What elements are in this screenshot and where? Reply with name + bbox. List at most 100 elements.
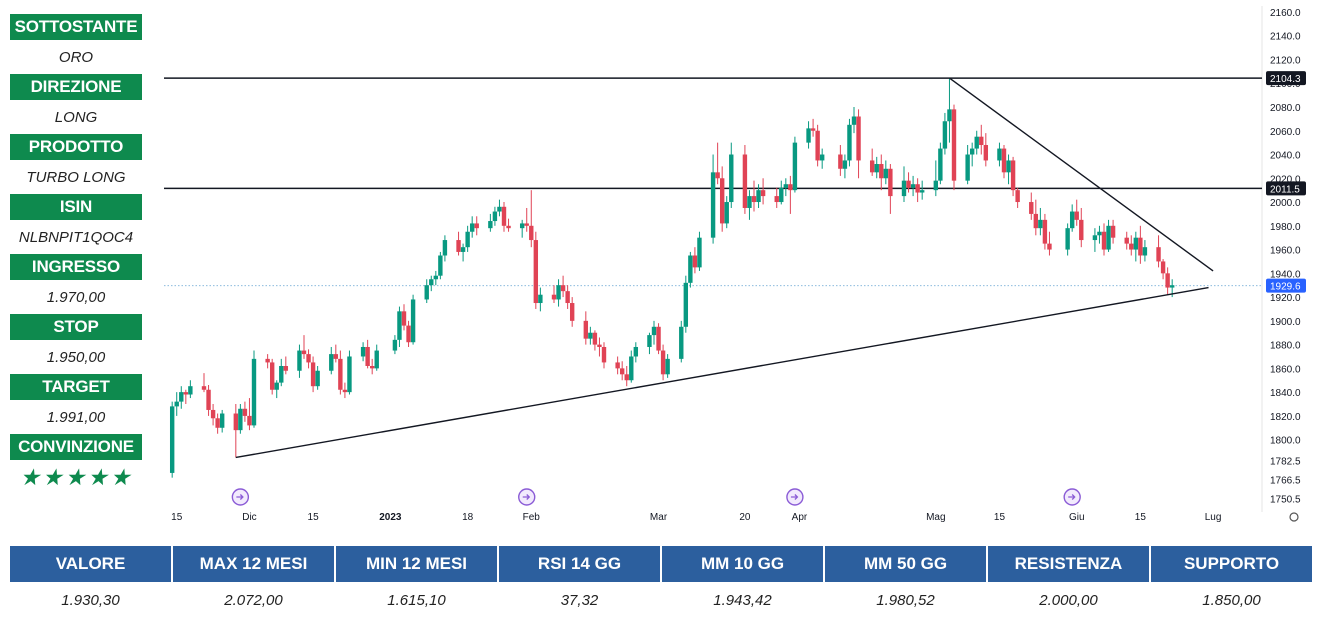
candle-body (838, 154, 843, 169)
candle-body (265, 358, 270, 363)
stats-header-valore: VALORE (10, 546, 171, 582)
price-tag-3 (1266, 278, 1306, 293)
y-tick-label: 1860.0 (1270, 364, 1301, 375)
candle-body (851, 116, 857, 125)
candle-body (760, 190, 766, 197)
candle-body (369, 365, 375, 369)
candle-body (874, 164, 879, 173)
candle-body (238, 408, 243, 431)
trendline-resistance (949, 77, 1214, 272)
candle-body (819, 154, 825, 161)
candle-body (406, 325, 411, 343)
candle-body (815, 130, 820, 161)
event-marker-arrow-icon (790, 494, 799, 500)
stats-header-mm-50-gg: MM 50 GG (825, 546, 986, 582)
event-marker-arrow-icon (522, 494, 531, 500)
candle-body (1065, 228, 1070, 250)
candle-body (1010, 160, 1016, 191)
candle-body (1156, 247, 1161, 262)
settings-icon[interactable] (1289, 512, 1299, 522)
sidebar-label-sottostante: SOTTOSTANTE (10, 14, 142, 40)
y-tick-label: 1750.5 (1270, 494, 1301, 505)
conviction-stars: ★★★★★ (19, 463, 133, 490)
y-tick-label: 2080.0 (1270, 103, 1301, 114)
stats-value-max-12-mesi: 2.072,00 (224, 591, 283, 609)
y-tick-label: 2120.0 (1270, 55, 1301, 66)
x-tick-label: Dic (242, 512, 256, 523)
candle-body (615, 362, 620, 369)
candle-body (588, 332, 593, 339)
stats-value-mm-10-gg: 1.943,42 (713, 591, 772, 609)
candle-body (751, 196, 757, 203)
x-tick-label: 2023 (379, 512, 402, 523)
candle-body (219, 413, 225, 428)
candle-body (779, 187, 784, 203)
candle-body (551, 294, 557, 300)
x-tick-label: Giu (1069, 512, 1085, 523)
candle-body (983, 145, 989, 161)
candle-body (524, 223, 529, 226)
candle-body (1038, 219, 1043, 229)
sidebar-value-ingresso: 1.970,00 (46, 288, 106, 306)
sidebar-value-sottostante: ORO (58, 48, 94, 66)
candle-body (792, 142, 798, 191)
sidebar-label-isin: ISIN (10, 194, 142, 220)
candle-body (519, 223, 525, 229)
candle-body (310, 362, 316, 387)
x-tick-label: 15 (308, 512, 320, 523)
x-tick-label: 15 (171, 512, 183, 523)
candle-body (597, 344, 602, 347)
candle-body (556, 285, 561, 300)
sidebar-value-target: 1.991,00 (46, 408, 106, 426)
candle-body (1069, 211, 1075, 229)
candle-body (1092, 235, 1098, 241)
y-tick-label: 1880.0 (1270, 341, 1301, 352)
candle-body (915, 184, 920, 193)
sidebar-value-isin: NLBNPIT1QOC4 (18, 228, 134, 246)
candle-body (660, 350, 666, 375)
candle-body (460, 247, 466, 252)
x-tick-label: 20 (739, 512, 751, 523)
y-tick-label: 1920.0 (1270, 293, 1301, 304)
candle-body (488, 221, 493, 229)
candle-body (1047, 243, 1052, 250)
candle-body (342, 389, 348, 393)
y-tick-label: 2140.0 (1270, 32, 1301, 43)
candle-body (533, 240, 539, 304)
candle-body (1033, 213, 1039, 229)
price-tag-label-2: 2011.5 (1270, 184, 1300, 195)
candle-body (1074, 211, 1079, 220)
stats-value-mm-50-gg: 1.980,52 (876, 591, 935, 609)
candle-body (919, 190, 925, 193)
candle-body (1001, 148, 1007, 173)
candle-body (747, 196, 752, 208)
candle-body (715, 172, 720, 179)
y-tick-label: 1940.0 (1270, 269, 1301, 280)
stats-value-min-12-mesi: 1.615,10 (387, 591, 446, 609)
candle-body (442, 240, 448, 256)
sidebar-label-prodotto: PRODOTTO (10, 134, 142, 160)
candle-body (901, 180, 907, 197)
candle-body (651, 326, 657, 336)
candle-body (469, 223, 475, 232)
candle-body (742, 154, 748, 208)
candle-body (629, 356, 634, 381)
candle-body (906, 180, 911, 188)
stats-header-row: VALORE MAX 12 MESI MIN 12 MESI RSI 14 GG MM … (10, 546, 1314, 582)
candle-body (810, 128, 816, 131)
trendline-support (235, 286, 1209, 459)
sidebar-label-direzione: DIREZIONE (10, 74, 142, 100)
price-chart: 2160.02140.02120.02100.02080.02060.02040… (164, 6, 1306, 523)
candle-body (601, 346, 607, 363)
candle-body (424, 285, 429, 300)
candle-body (619, 368, 625, 375)
candle-body (347, 356, 352, 393)
candle-body (842, 160, 848, 169)
candle-body (433, 275, 439, 280)
stats-value-valore: 1.930,30 (61, 591, 120, 609)
candle-body (1006, 160, 1011, 173)
candle-body (592, 332, 598, 345)
price-tag-1 (1266, 71, 1306, 86)
candle-body (856, 116, 861, 161)
stats-value-resistenza: 2.000,00 (1039, 591, 1098, 609)
